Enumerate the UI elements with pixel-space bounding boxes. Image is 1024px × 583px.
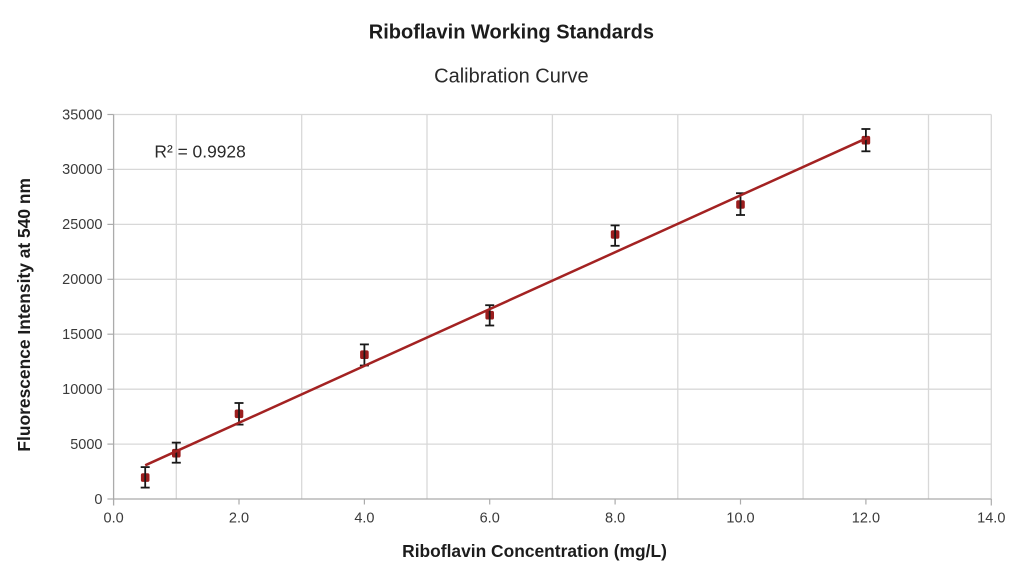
svg-text:12.0: 12.0 (852, 511, 880, 527)
svg-text:25000: 25000 (62, 217, 102, 233)
svg-text:15000: 15000 (62, 327, 102, 343)
svg-text:10000: 10000 (62, 382, 102, 398)
svg-text:0: 0 (94, 492, 102, 508)
svg-text:Fluorescence Intensity at 540: Fluorescence Intensity at 540 nm (14, 178, 34, 452)
svg-text:Calibration Curve: Calibration Curve (434, 65, 589, 87)
svg-text:5000: 5000 (70, 437, 102, 453)
svg-text:0.0: 0.0 (104, 511, 124, 527)
svg-text:Riboflavin Working Standards: Riboflavin Working Standards (369, 21, 654, 43)
svg-text:20000: 20000 (62, 272, 102, 288)
svg-text:4.0: 4.0 (354, 511, 374, 527)
svg-text:35000: 35000 (62, 107, 102, 123)
svg-text:6.0: 6.0 (480, 511, 500, 527)
svg-text:Riboflavin Concentration (mg/L: Riboflavin Concentration (mg/L) (402, 541, 667, 561)
svg-text:14.0: 14.0 (977, 511, 1005, 527)
svg-text:2.0: 2.0 (229, 511, 249, 527)
svg-text:10.0: 10.0 (726, 511, 754, 527)
svg-text:30000: 30000 (62, 162, 102, 178)
svg-text:8.0: 8.0 (605, 511, 625, 527)
svg-text:R² = 0.9928: R² = 0.9928 (154, 142, 245, 162)
